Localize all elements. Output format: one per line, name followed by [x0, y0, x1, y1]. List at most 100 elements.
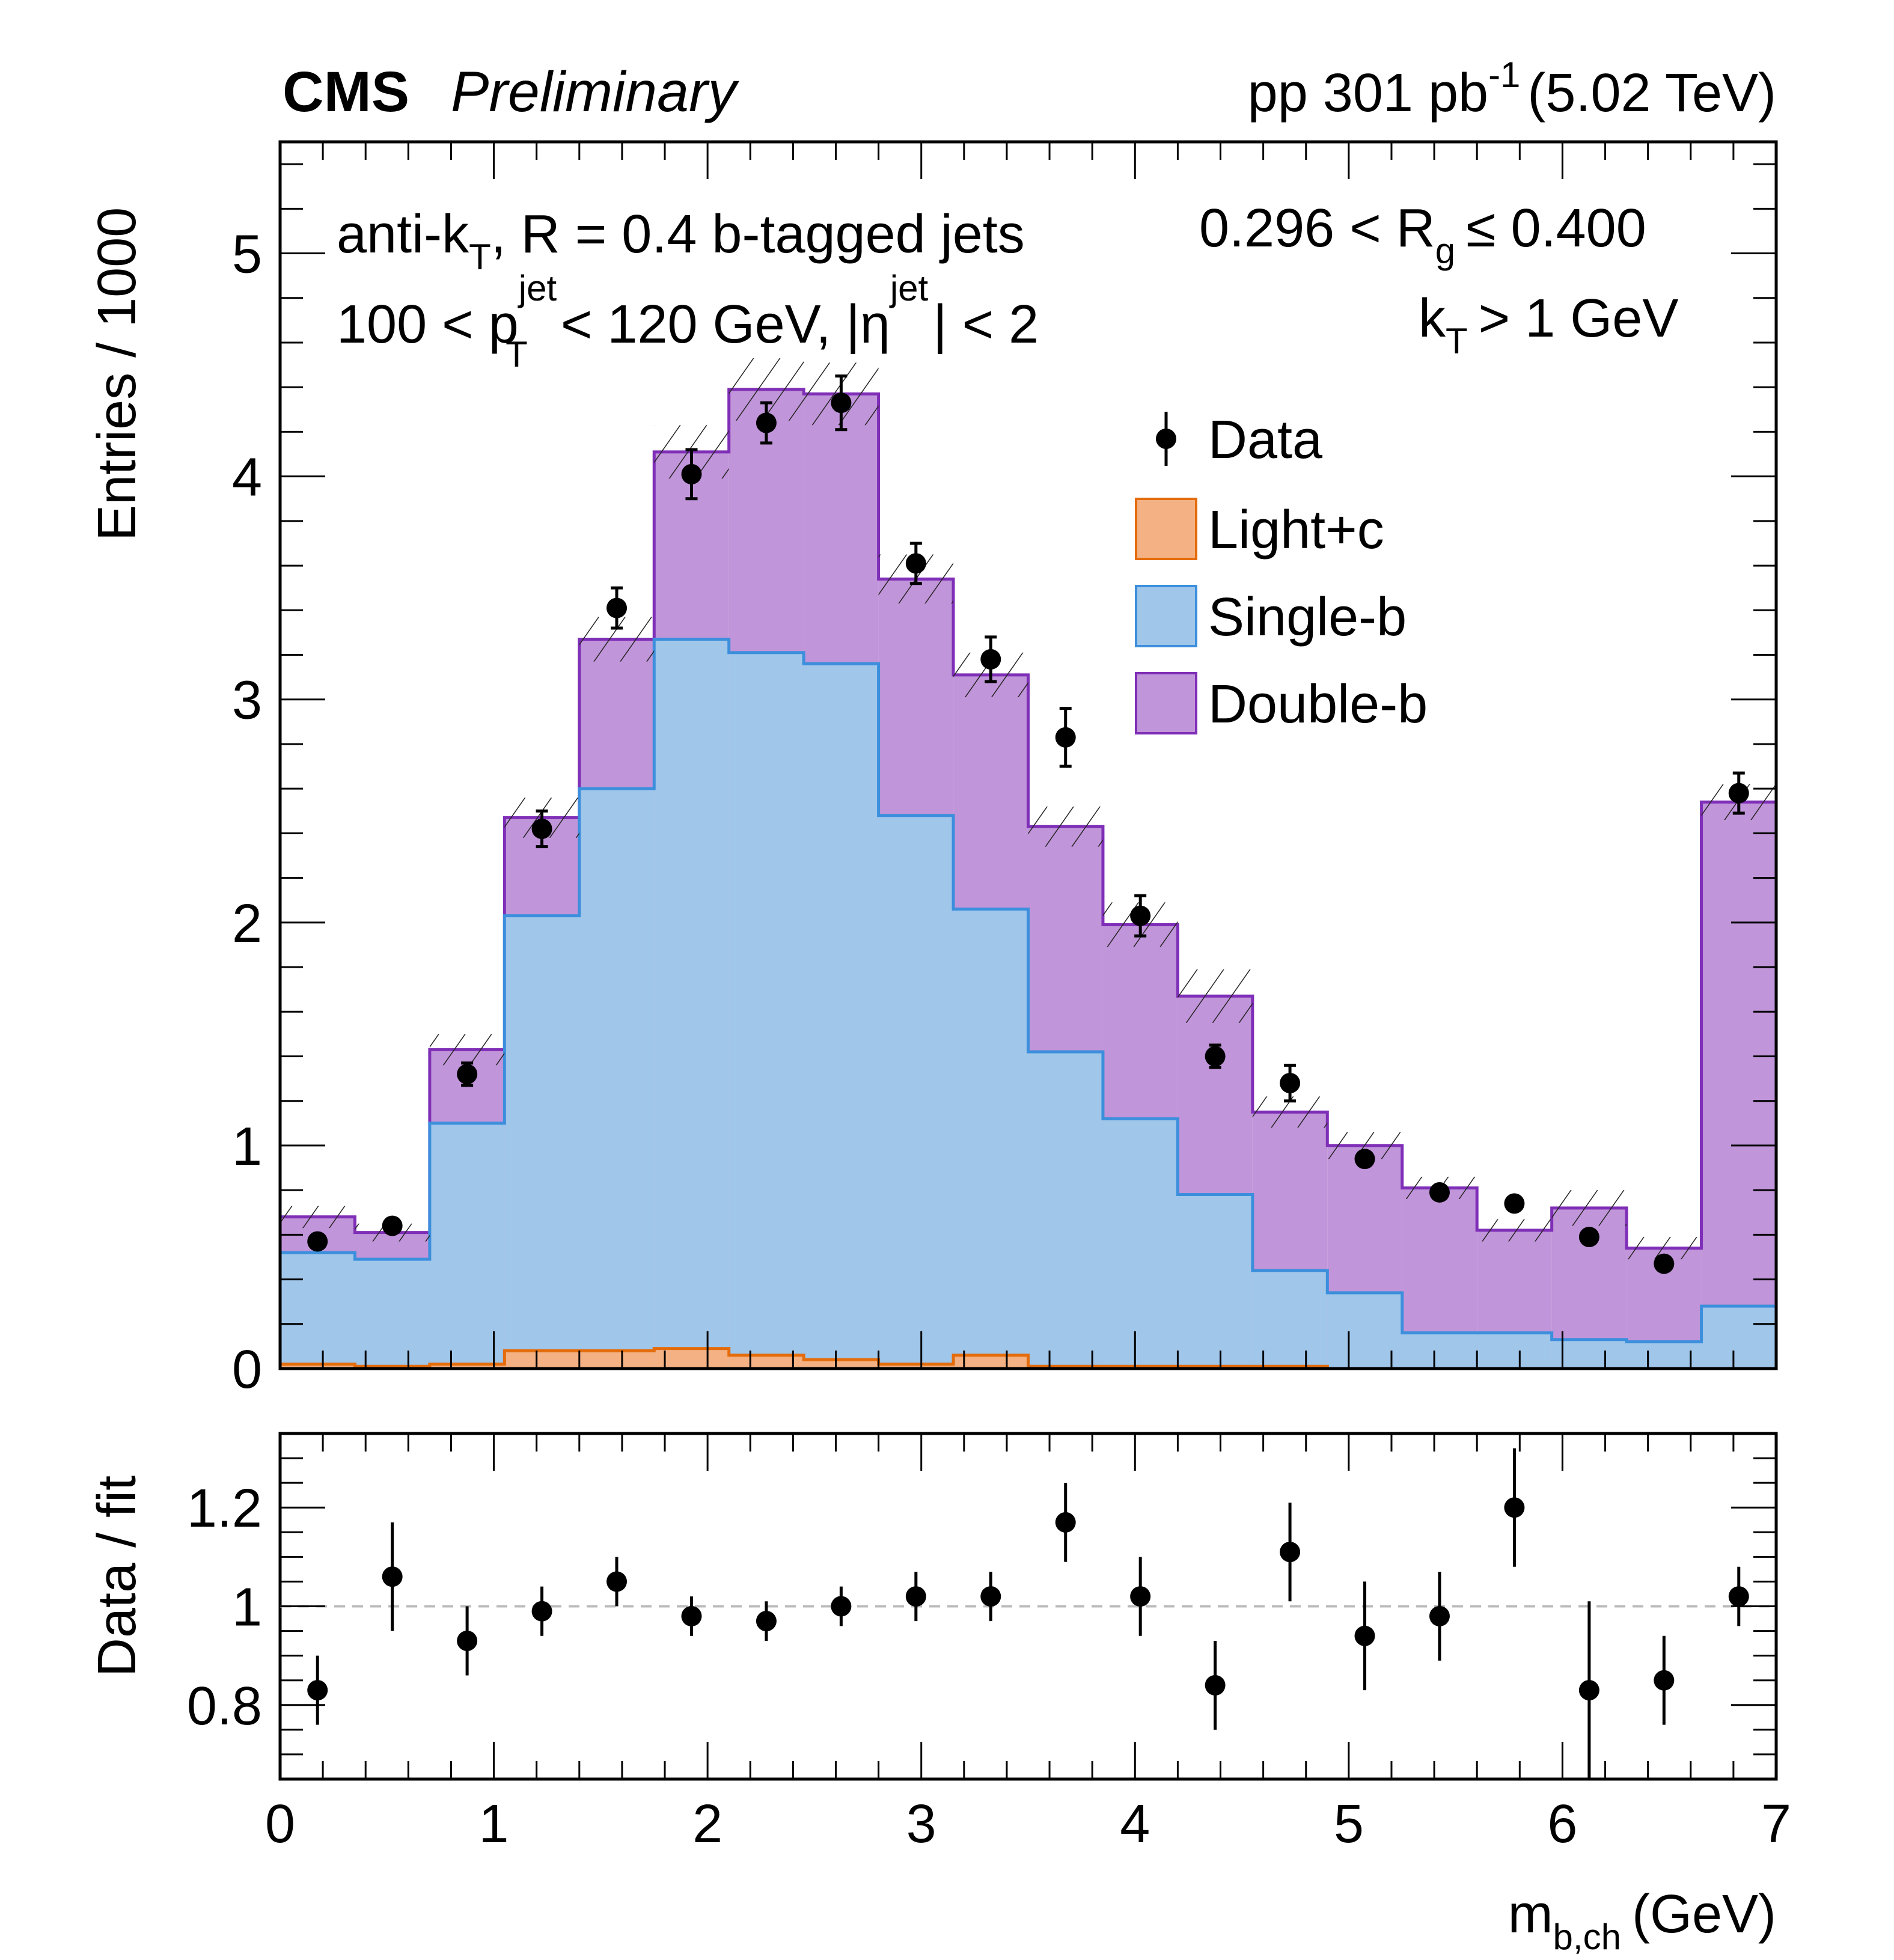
legend-swatch [1135, 672, 1197, 734]
x-tick-label: 5 [1334, 1794, 1364, 1854]
ratio-panel: 0 1 2 3 4 5 6 7 0.8 1 1.2 [187, 1432, 1791, 1854]
legend-label: Single-b [1208, 587, 1407, 647]
data-point [1504, 1193, 1525, 1214]
ratio-marker [382, 1566, 403, 1587]
preliminary-label: Preliminary [451, 60, 740, 124]
ratio-point [1728, 1566, 1749, 1626]
ratio-point [1280, 1503, 1301, 1602]
legend-swatch [1135, 585, 1197, 647]
bar-light-c [280, 1364, 355, 1369]
ratio-point [1429, 1572, 1450, 1661]
data-point [1055, 707, 1076, 768]
data-point [1578, 1227, 1599, 1248]
main-panel: 0 1 2 3 4 5 [232, 140, 1778, 1400]
bar-single-b [1701, 1306, 1776, 1369]
bar-light-c [804, 1360, 879, 1369]
legend: Data Light+c Single-b Double-b [1135, 410, 1428, 734]
data-point [756, 401, 777, 445]
bar-single-b [579, 789, 655, 1369]
bar-single-b [504, 915, 579, 1369]
uncertainty-band [1551, 1190, 1627, 1226]
x-tick-label: 7 [1761, 1794, 1791, 1854]
ratio-y-tick-label: 1 [232, 1578, 262, 1638]
uncertainty-band [280, 1206, 355, 1229]
ratio-marker [1429, 1605, 1450, 1626]
outline-single-b [280, 638, 1776, 1343]
bar-single-b [355, 1259, 430, 1369]
ratio-marker [606, 1571, 628, 1592]
x-tick-label: 3 [906, 1794, 936, 1854]
data-point [1728, 771, 1749, 815]
y-tick-label: 2 [232, 894, 262, 954]
ratio-point [980, 1572, 1001, 1622]
legend-label: Light+c [1208, 500, 1384, 560]
bar-light-c [953, 1355, 1028, 1369]
ratio-marker [1354, 1625, 1375, 1646]
ratio-marker [831, 1596, 852, 1617]
legend-item-light-c: Light+c [1135, 498, 1384, 560]
x-tick-label: 6 [1547, 1794, 1577, 1854]
data-marker [606, 597, 628, 618]
cms-label: CMS [283, 60, 409, 124]
bar-light-c [429, 1364, 505, 1369]
ratio-marker [1504, 1497, 1525, 1518]
legend-swatch [1135, 498, 1197, 560]
data-marker [1504, 1193, 1525, 1214]
uncertainty-band [1477, 1219, 1552, 1242]
data-marker [1654, 1253, 1675, 1274]
data-point [1354, 1149, 1375, 1170]
bar-single-b [1178, 1194, 1253, 1369]
ratio-point [307, 1655, 328, 1725]
x-tick-label: 4 [1120, 1794, 1150, 1854]
ratio-point [831, 1586, 852, 1626]
bar-single-b [654, 639, 729, 1369]
ratio-point [1055, 1483, 1076, 1562]
bar-single-b [1028, 1052, 1103, 1369]
bar-single-b [878, 815, 954, 1369]
ratio-marker [980, 1586, 1001, 1607]
main-frame [278, 140, 1778, 1370]
bar-single-b [804, 664, 879, 1369]
ratio-marker [531, 1601, 552, 1622]
bar-light-c [729, 1355, 804, 1369]
y-tick-label: 4 [232, 448, 262, 508]
x-tick-label: 2 [692, 1794, 722, 1854]
data-marker [382, 1215, 403, 1236]
ratio-point [1130, 1557, 1151, 1636]
data-marker [1055, 727, 1076, 748]
data-marker [905, 553, 926, 574]
legend-item-data: Data [1156, 410, 1323, 470]
data-marker [1354, 1149, 1375, 1170]
ratio-point [1205, 1641, 1226, 1730]
data-point [831, 374, 852, 432]
data-marker [1578, 1227, 1599, 1248]
data-marker [756, 412, 777, 433]
data-marker [1728, 783, 1749, 804]
y-tick-label: 1 [232, 1117, 262, 1177]
data-marker [980, 649, 1001, 670]
uncertainty-band [429, 1034, 505, 1066]
data-point [1654, 1253, 1675, 1274]
ratio-point [531, 1586, 552, 1636]
data-point [307, 1231, 328, 1252]
x-tick-label: 0 [265, 1794, 295, 1854]
bar-single-b [1477, 1333, 1552, 1369]
data-point [980, 635, 1001, 683]
bar-single-b [953, 909, 1028, 1369]
y-axis-label: Entries / 1000 [87, 207, 147, 541]
ratio-marker [1728, 1586, 1749, 1607]
data-marker [1429, 1182, 1450, 1203]
x-axis-label: mb,ch (GeV) [1508, 1884, 1776, 1957]
ratio-marker [1280, 1542, 1301, 1563]
data-point [1205, 1043, 1226, 1069]
bar-single-b [429, 1123, 505, 1369]
ratio-point [756, 1601, 777, 1641]
bar-light-c [878, 1364, 954, 1369]
data-point [606, 586, 628, 630]
ratio-marker [1205, 1675, 1226, 1696]
legend-label: Data [1208, 410, 1323, 470]
bar-single-b [1402, 1333, 1477, 1369]
data-marker [1130, 905, 1151, 926]
legend-marker [1156, 429, 1176, 449]
